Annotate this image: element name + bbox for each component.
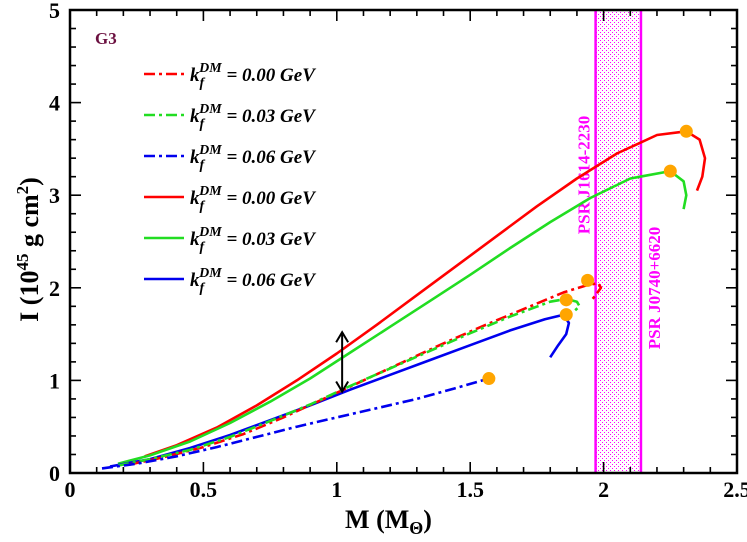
max-mass-point-3 [559,293,573,307]
legend-k: k [190,188,200,209]
legend-k: k [190,65,200,86]
y-tick-label: 1 [49,368,60,393]
arrow-head-up [335,330,349,343]
legend-label-5: kfDM = 0.06 GeV [190,266,316,296]
max-mass-point-4 [559,308,573,322]
x-axis-title-main: M (M [345,505,409,534]
curve-blue-dashdot [101,377,490,470]
y-tick-label: 2 [49,276,60,301]
curve-green-dashdot [117,297,581,467]
band-region: PSR J1614-2230 PSR J0740+6620 [575,10,664,473]
x-axis-title-close: ) [423,505,432,534]
y-tick-label: 4 [49,91,60,116]
x-tick-label: 1 [331,477,342,502]
x-tick-label: 2 [598,477,609,502]
x-tick-label: 1.5 [456,477,484,502]
legend-k: k [190,270,200,291]
max-mass-point-0 [679,124,693,138]
legend-k-sup: DM [198,143,222,158]
max-points-group [482,124,693,386]
legend-k-sup: DM [198,184,222,199]
curve-blue-solid [109,313,571,468]
legend-label-1: kfDM = 0.03 GeV [190,102,316,132]
x-tick-label: 0.5 [190,477,218,502]
legend-k: k [190,106,200,127]
legend-k: k [190,147,200,168]
y-tick-label: 0 [49,461,60,486]
legend-label-3: kfDM = 0.00 GeV [190,184,316,214]
y-tick-label: 5 [49,0,60,23]
double-arrow [335,330,349,394]
legend-value: = 0.06 GeV [222,270,316,291]
x-axis-title-sub: Θ [409,518,423,538]
x-tick-label: 2.5 [723,477,747,502]
max-mass-point-5 [482,372,496,386]
psr-j0740-label: PSR J0740+6620 [645,227,664,350]
max-mass-point-2 [581,273,595,287]
y-axis-title: I (1045 g cm2) [13,177,44,322]
legend-k-sub: f [200,199,206,214]
plot-frame [68,8,739,475]
legend-value: = 0.00 GeV [222,188,316,209]
panel-label: G3 [95,29,117,48]
legend-value: = 0.06 GeV [222,147,316,168]
x-axis-title: M (MΘ) [345,505,432,538]
pulsar-mass-band [595,10,641,473]
y-axis-title-sup: 45 [13,254,32,271]
legend-label-4: kfDM = 0.03 GeV [190,225,316,255]
legend-k-sub: f [200,158,206,173]
tick-labels: 0 0.5 1 1.5 2 2.5 0 1 2 3 4 5 [49,0,747,502]
y-axis-title-sup2: 2 [13,186,32,195]
legend-label-2: kfDM = 0.06 GeV [190,143,316,173]
legend-value: = 0.00 GeV [222,65,316,86]
legend-k-sup: DM [198,61,222,76]
legend-k: k [190,229,200,250]
legend-value: = 0.03 GeV [222,106,316,127]
max-mass-point-1 [663,164,677,178]
legend-k-sub: f [200,76,206,91]
y-axis-title-close: ) [15,177,44,186]
legend-k-sup: DM [198,266,222,281]
y-axis-title-main: I (10 [15,271,44,322]
legend-k-sup: DM [198,225,222,240]
x-tick-label: 0 [65,477,76,502]
curve-red-dashdot [128,281,603,466]
axis-ticks [69,9,738,474]
legend-label-0: kfDM = 0.00 GeV [190,61,316,91]
legend-value: = 0.03 GeV [222,229,316,250]
legend-k-sub: f [200,281,206,296]
curve-red-solid [144,130,707,458]
y-axis-title-mid: g cm [15,194,44,254]
legend-k-sup: DM [198,102,222,117]
y-tick-label: 3 [49,183,60,208]
legend-k-sub: f [200,240,206,255]
legend-k-sub: f [200,117,206,132]
arrow-head-down [335,380,349,394]
